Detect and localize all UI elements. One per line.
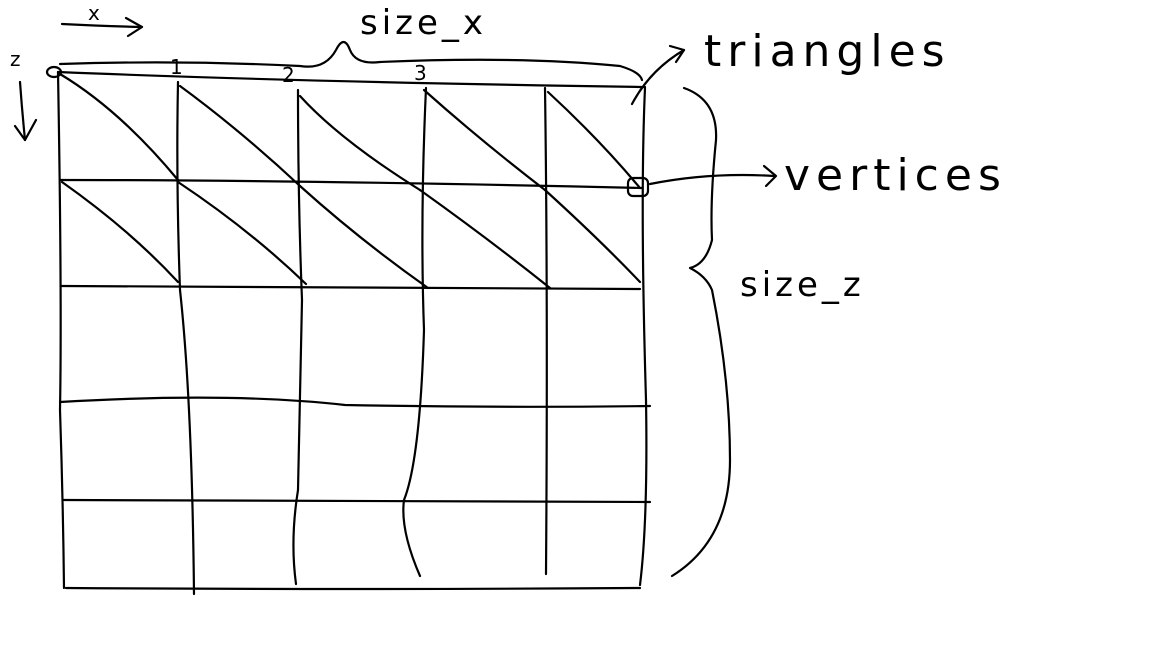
triangle-diagonal [546, 90, 642, 190]
grid-column-line [292, 88, 304, 586]
grid-column-line [543, 86, 548, 576]
column-index-2: 2 [282, 63, 295, 87]
triangle-diagonal [422, 88, 547, 192]
triangle-diagonal [58, 72, 180, 182]
grid-row-line [56, 70, 647, 89]
grid-vertical-lines [56, 70, 648, 596]
vertices-pointer-arrow [648, 164, 778, 188]
size-x-label: size_x [360, 3, 487, 43]
triangle-diagonal [418, 188, 552, 290]
z-axis-label: z [10, 47, 21, 71]
grid-row-line [60, 284, 642, 291]
vertex-marker [626, 176, 650, 198]
grid-row-line [58, 178, 644, 190]
size-z-label: size_z [740, 265, 865, 305]
grid-row-line [58, 396, 652, 408]
triangle-diagonal [298, 184, 430, 290]
vertices-label: vertices [784, 150, 1007, 201]
column-index-1: 1 [170, 55, 183, 79]
triangle-diagonals [58, 72, 642, 290]
triangle-diagonal [176, 180, 308, 286]
x-axis-label: x [88, 1, 100, 25]
grid-column-line [176, 80, 196, 596]
size-z-brace [670, 86, 732, 578]
grid-row-line [62, 498, 652, 504]
grid-column-line [56, 70, 66, 590]
triangles-label: triangles [704, 26, 951, 77]
triangle-diagonal [543, 188, 642, 284]
size-x-brace [58, 40, 644, 82]
grid-horizontal-lines [56, 70, 652, 591]
column-index-3: 3 [414, 61, 427, 85]
triangle-diagonal [298, 94, 422, 192]
grid-column-line [402, 86, 428, 578]
triangles-pointer-arrow [630, 44, 686, 106]
z-axis-arrow [13, 80, 38, 142]
grid-column-line [638, 86, 648, 587]
triangle-diagonal [60, 180, 180, 284]
triangle-diagonal [178, 84, 302, 188]
grid-row-line [64, 586, 642, 591]
x-axis-arrow [60, 16, 144, 38]
